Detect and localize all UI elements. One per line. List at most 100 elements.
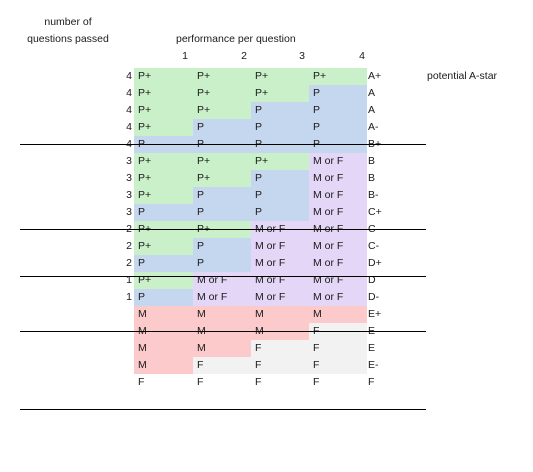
performance-cell-q4: P	[309, 102, 367, 119]
grade-label: A-	[368, 121, 379, 133]
performance-cell-q3: P+	[251, 68, 309, 85]
performance-cell-q3: P	[251, 187, 309, 204]
performance-cell-q2: P	[193, 204, 251, 221]
performance-cell-q3: P+	[251, 85, 309, 102]
performance-cell-q2: P+	[193, 68, 251, 85]
performance-cell-q3: F	[251, 340, 309, 357]
performance-cell-q1: P+	[134, 119, 193, 136]
performance-cell-q1: P+	[134, 238, 193, 255]
questions-passed-count: 3	[126, 189, 132, 201]
grade-label: F	[368, 376, 375, 388]
performance-cell-q2: M	[193, 340, 251, 357]
performance-cell-q3: M or F	[251, 255, 309, 272]
performance-cell-q4: M or F	[309, 170, 367, 187]
questions-passed-count: 4	[126, 70, 132, 82]
performance-cell-q2: F	[197, 376, 204, 388]
grade-label: B	[368, 172, 376, 184]
performance-cell-q3: F	[251, 357, 309, 374]
question-number-1: 1	[182, 50, 188, 62]
performance-cell-q1: P+	[134, 68, 193, 85]
table-row: 4 P+ P+ P P A	[0, 102, 533, 119]
question-number-4: 4	[359, 50, 365, 62]
questions-passed-count: 4	[126, 87, 132, 99]
performance-cell-q2: P+	[193, 153, 251, 170]
passed-header-line1: number of	[44, 16, 92, 28]
performance-cell-q4: M or F	[309, 289, 367, 306]
divider-a-b	[20, 144, 426, 145]
performance-cell-q4: M	[309, 306, 367, 323]
question-number-2: 2	[241, 50, 247, 62]
table-row: M M M M E+	[0, 306, 533, 323]
performance-cell-q4: P+	[309, 68, 367, 85]
performance-cell-q2: P	[193, 119, 251, 136]
performance-cell-q4: P	[309, 85, 367, 102]
performance-cell-q4: M or F	[309, 153, 367, 170]
performance-cell-q2: M or F	[193, 289, 251, 306]
performance-cell-q1: M	[134, 306, 193, 323]
divider-e-f	[20, 409, 426, 410]
performance-cell-q3: P	[251, 204, 309, 221]
table-row: 4 P+ P+ P+ P+ A+ potential A-star	[0, 68, 533, 85]
performance-cell-q3: M or F	[251, 238, 309, 255]
performance-cell-q2: P	[193, 255, 251, 272]
performance-cell-q2: P	[193, 187, 251, 204]
table-row: 3 P+ P P M or F B-	[0, 187, 533, 204]
performance-cell-q4: P	[309, 119, 367, 136]
performance-cell-q2: M	[193, 306, 251, 323]
performance-cell-q1: P	[134, 204, 193, 221]
performance-cell-q3: M or F	[251, 289, 309, 306]
grade-label: D-	[368, 291, 380, 303]
performance-cell-q4: M or F	[309, 187, 367, 204]
passed-header-line2: questions passed	[27, 33, 109, 45]
table-row: 4 P+ P P P A-	[0, 119, 533, 136]
performance-cell-q3: F	[255, 376, 262, 388]
questions-passed-count: 4	[126, 121, 132, 133]
performance-cell-q3: P+	[251, 153, 309, 170]
performance-cell-q2: P	[193, 238, 251, 255]
questions-passed-count: 3	[126, 206, 132, 218]
performance-cell-q1: P+	[134, 187, 193, 204]
performance-cell-q4: F	[309, 357, 367, 374]
grade-label: A	[368, 104, 376, 116]
performance-cell-q4: M or F	[309, 238, 367, 255]
questions-passed-count: 2	[126, 257, 132, 269]
grade-label: B-	[368, 189, 379, 201]
grade-label: D+	[368, 257, 382, 269]
performance-cell-q3: P	[251, 170, 309, 187]
performance-cell-q4: F	[313, 376, 320, 388]
table-row: M F F F E-	[0, 357, 533, 374]
performance-cell-q4: F	[309, 340, 367, 357]
questions-passed-count: 2	[126, 240, 132, 252]
performance-cell-q4: M or F	[309, 204, 367, 221]
questions-passed-count: 1	[126, 291, 132, 303]
performance-cell-q2: M or F	[193, 272, 251, 289]
grade-label: E	[368, 342, 376, 354]
table-row: 4 P+ P+ P+ P A	[0, 85, 533, 102]
divider-b-c	[20, 229, 426, 230]
performance-cell-q4: M or F	[309, 255, 367, 272]
performance-cell-q3: M	[251, 306, 309, 323]
question-number-3: 3	[299, 50, 305, 62]
performance-cell-q2: P+	[193, 102, 251, 119]
questions-passed-count: 1	[126, 274, 132, 286]
performance-cell-q1: M	[134, 357, 193, 374]
grade-label: C-	[368, 240, 380, 252]
questions-passed-count: 4	[126, 104, 132, 116]
performance-cell-q1: M	[134, 340, 193, 357]
performance-cell-q1: P+	[134, 272, 193, 289]
performance-cell-q3: P	[251, 119, 309, 136]
performance-cell-q1: P	[134, 255, 193, 272]
performance-cell-q1: F	[138, 376, 145, 388]
performance-header: performance per question	[176, 33, 296, 45]
performance-cell-q1: P+	[134, 170, 193, 187]
performance-cell-q3: P	[251, 102, 309, 119]
questions-passed-count: 3	[126, 155, 132, 167]
